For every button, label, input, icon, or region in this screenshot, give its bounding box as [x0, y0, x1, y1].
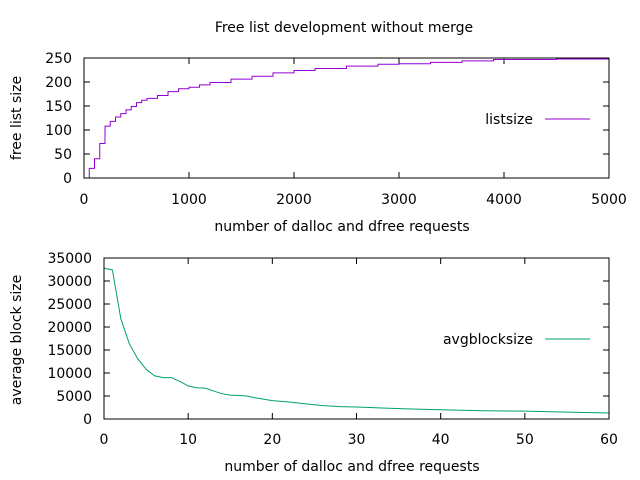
y-tick-label: 10000 — [47, 366, 92, 382]
chart-title: Free list development without merge — [215, 20, 473, 36]
y-tick-label: 35000 — [47, 251, 92, 267]
series-line-avgblocksize — [103, 267, 610, 414]
legend-label-avgblocksize: avgblocksize — [443, 332, 533, 348]
y-axis-label: average block size — [9, 275, 25, 406]
x-axis-label: number of dalloc and dfree requests — [224, 459, 479, 475]
x-tick-label: 60 — [600, 432, 618, 448]
plot-frame — [103, 257, 610, 420]
y-axis-label: free list size — [9, 76, 25, 160]
avgblocksize-chart: 0 5000 10000 15000 20000 25000 30000 35000 0 10 2… — [9, 251, 618, 475]
legend-label-listsize: listsize — [485, 112, 533, 128]
y-tick-label: 150 — [45, 99, 72, 115]
plot-series — [84, 58, 610, 179]
y-tick-label: 100 — [45, 123, 72, 139]
y-axis-ticks: 0 50 100 150 200 250 — [45, 51, 609, 187]
plot-frame — [83, 57, 610, 179]
x-tick-label: 40 — [432, 432, 450, 448]
listsize-chart: 0 50 100 150 200 250 0 1000 2000 3000 4000 5000 nu… — [9, 51, 627, 235]
legend: listsize — [485, 112, 590, 128]
y-tick-label: 5000 — [56, 389, 92, 405]
plot-series — [103, 267, 610, 414]
x-tick-label: 20 — [263, 432, 281, 448]
x-tick-label: 4000 — [486, 192, 522, 208]
x-tick-label: 1000 — [171, 192, 207, 208]
x-tick-label: 0 — [80, 192, 89, 208]
x-tick-label: 0 — [100, 432, 109, 448]
y-tick-label: 25000 — [47, 297, 92, 313]
y-axis-ticks: 0 5000 10000 15000 20000 25000 30000 35000 — [47, 251, 609, 428]
y-tick-label: 0 — [83, 412, 92, 428]
x-axis-ticks: 0 1000 2000 3000 4000 5000 — [80, 58, 627, 208]
x-tick-label: 50 — [516, 432, 534, 448]
y-tick-label: 20000 — [47, 320, 92, 336]
x-axis-ticks: 0 10 20 30 40 50 60 — [100, 258, 618, 448]
legend: avgblocksize — [443, 332, 590, 348]
series-line-listsize — [84, 58, 610, 179]
y-tick-label: 50 — [54, 147, 72, 163]
x-tick-label: 2000 — [276, 192, 312, 208]
y-tick-label: 30000 — [47, 274, 92, 290]
x-tick-label: 30 — [348, 432, 366, 448]
y-tick-label: 15000 — [47, 343, 92, 359]
y-tick-label: 200 — [45, 75, 72, 91]
x-axis-label: number of dalloc and dfree requests — [214, 219, 469, 235]
x-tick-label: 10 — [179, 432, 197, 448]
x-tick-label: 5000 — [591, 192, 627, 208]
y-tick-label: 250 — [45, 51, 72, 67]
y-tick-label: 0 — [63, 171, 72, 187]
x-tick-label: 3000 — [381, 192, 417, 208]
